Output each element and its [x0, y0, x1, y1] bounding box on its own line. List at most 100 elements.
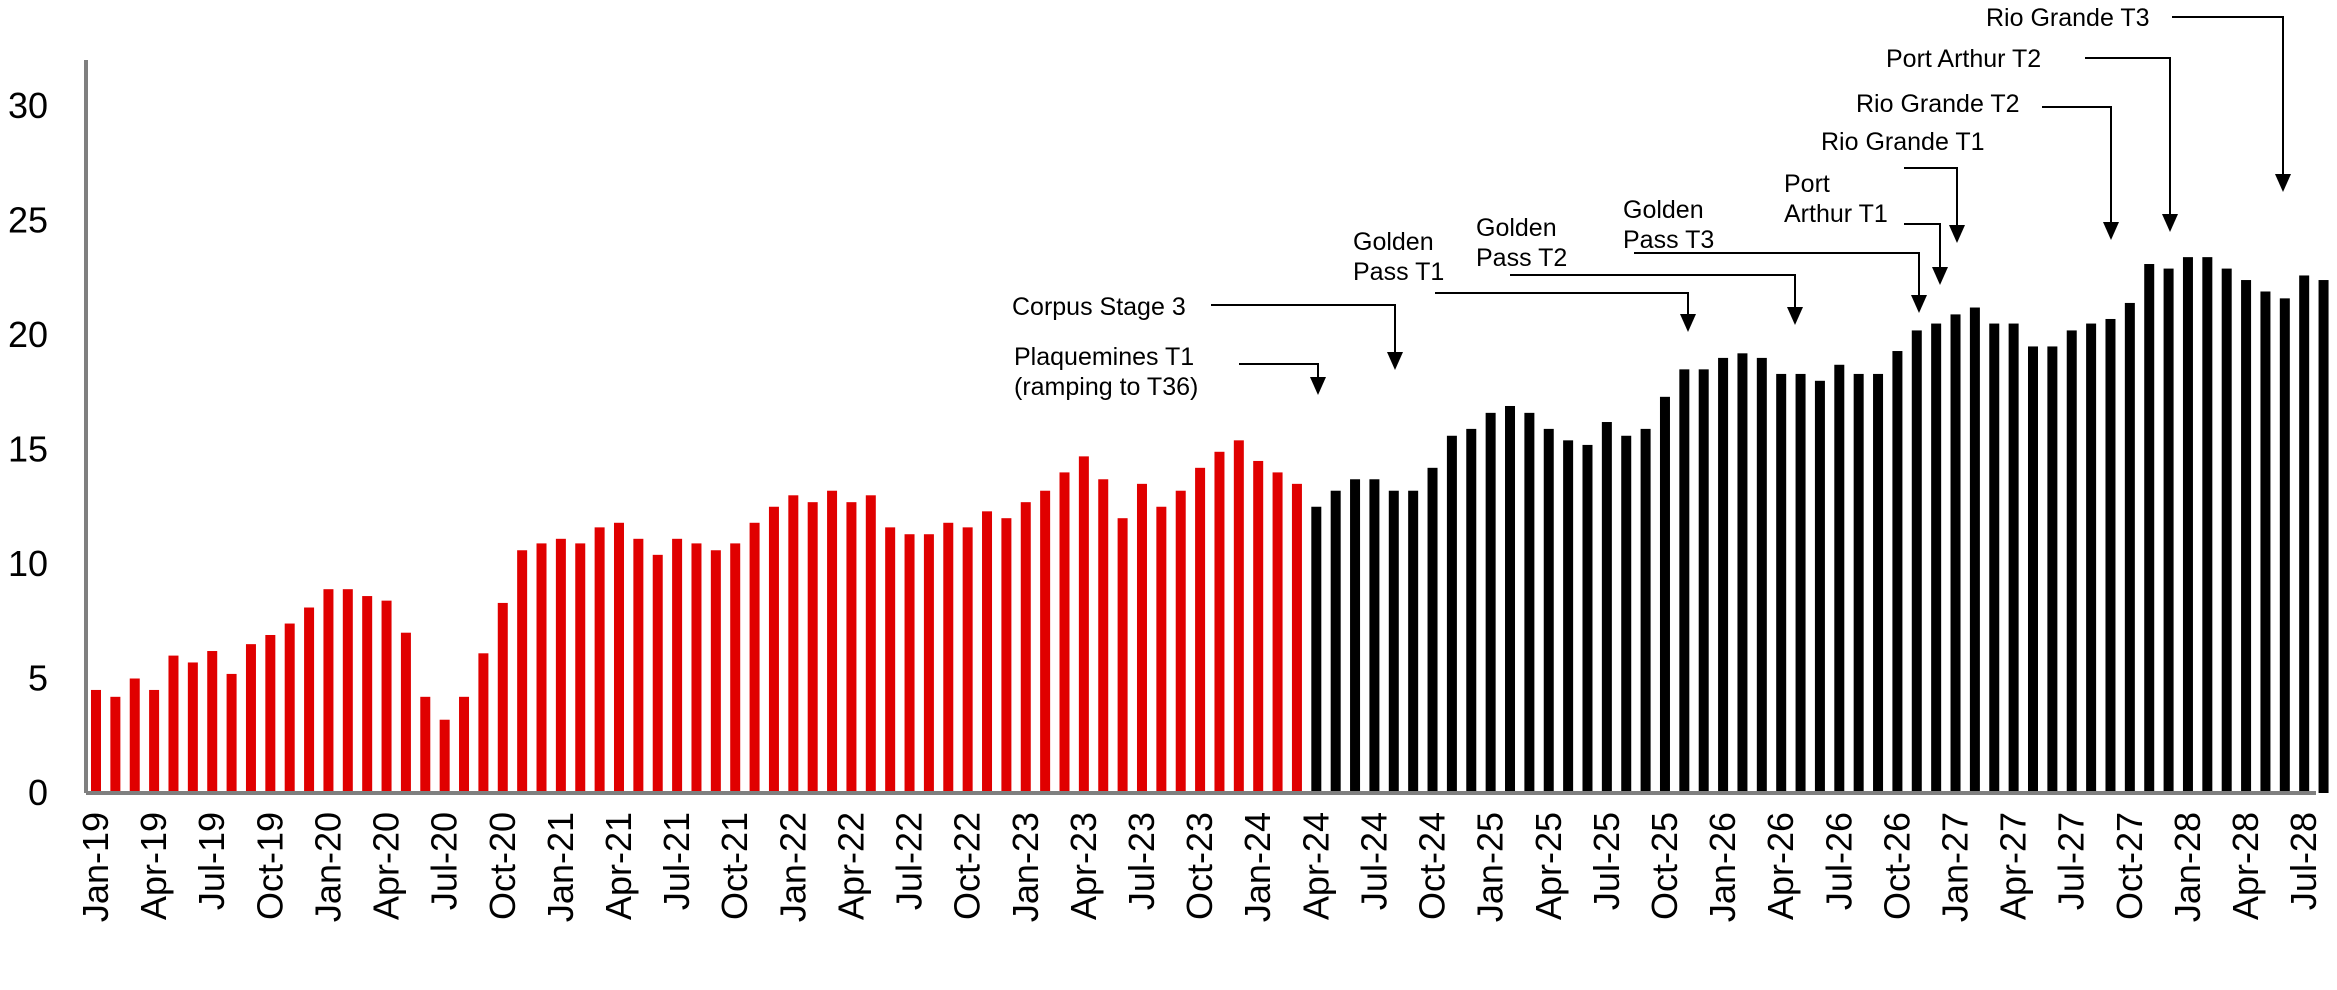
bar-forecast [1563, 440, 1574, 793]
bar-forecast [2202, 257, 2213, 793]
bar-historical [846, 502, 857, 793]
bar-historical [1156, 506, 1167, 793]
bar-historical [1136, 483, 1147, 793]
bar-historical [865, 495, 876, 793]
x-tick-label: Oct-24 [1412, 812, 1453, 920]
bar-forecast [1931, 323, 1942, 793]
bar-forecast [2086, 323, 2097, 793]
bar-forecast [2163, 268, 2174, 794]
bar-historical [478, 653, 489, 793]
x-tick-label: Apr-28 [2225, 812, 2266, 920]
annotation-arrowhead [1680, 314, 1696, 332]
annotation-leader-line [1211, 304, 1396, 354]
bar-forecast [1756, 357, 1767, 793]
annotation-arrowhead [1387, 352, 1403, 370]
x-tick-label: Jan-20 [307, 812, 348, 922]
annotation: Rio Grande T3 [1986, 4, 2291, 192]
y-tick-label: 25 [8, 200, 48, 241]
annotation: Plaquemines T1 (ramping to T36) [1014, 343, 1326, 401]
bar-historical [827, 490, 838, 793]
x-tick-label: Apr-20 [366, 812, 407, 920]
annotation: Golden Pass T2 [1476, 214, 1803, 325]
bar-historical [633, 538, 644, 793]
x-tick-label: Jul-22 [889, 812, 930, 910]
bar-forecast [1408, 490, 1419, 793]
bar-forecast [1505, 405, 1516, 793]
bar-historical [672, 538, 683, 793]
y-axis-ticks: 0 5 10 15 20 25 30 [8, 85, 48, 813]
bar-historical [226, 673, 237, 793]
bar-historical [730, 543, 741, 793]
bar-historical [1175, 490, 1186, 793]
x-tick-label: Jan-23 [1005, 812, 1046, 922]
bar-historical [1214, 451, 1225, 793]
bar-historical [1233, 440, 1244, 793]
bar-forecast [1601, 422, 1612, 793]
x-axis-ticks: Jan-19 Apr-19 Jul-19 Oct-19 Jan-20 Apr-20 Jul-… [75, 812, 2324, 922]
x-tick-label: Jul-20 [424, 812, 465, 910]
x-tick-label: Oct-21 [714, 812, 755, 920]
annotation: Rio Grande T2 [1856, 90, 2119, 240]
x-tick-label: Oct-23 [1179, 812, 1220, 920]
x-tick-label: Apr-19 [133, 812, 174, 920]
y-tick-label: 10 [8, 543, 48, 584]
bar-forecast [1892, 351, 1903, 793]
bar-historical [962, 527, 973, 793]
bar-historical [1040, 490, 1051, 793]
bar-historical [149, 689, 160, 793]
bar-historical [1098, 479, 1109, 793]
bar-forecast [1873, 373, 1884, 793]
bar-historical [400, 632, 411, 793]
bar-historical [1272, 472, 1283, 793]
bar-forecast [1582, 444, 1593, 793]
annotation-leader-line [2172, 16, 2284, 176]
annotation-leader-line [1510, 274, 1796, 309]
bar-historical [110, 696, 121, 793]
annotation-arrowhead [2103, 222, 2119, 240]
annotation-arrowhead [1949, 225, 1965, 243]
x-tick-label: Jan-26 [1702, 812, 1743, 922]
annotation: Port Arthur T2 [1886, 45, 2178, 232]
x-tick-label: Jul-21 [656, 812, 697, 910]
x-tick-label: Oct-22 [947, 812, 988, 920]
bar-forecast [1834, 364, 1845, 793]
annotation-arrowhead [2275, 174, 2291, 192]
x-tick-label: Apr-25 [1528, 812, 1569, 920]
annotations: Plaquemines T1 (ramping to T36) Corpus Sta… [1012, 4, 2291, 401]
x-tick-label: Jan-22 [772, 812, 813, 922]
bar-historical [1059, 472, 1070, 793]
bar-historical [439, 719, 450, 793]
bar-forecast [1989, 323, 2000, 793]
bar-forecast [1350, 479, 1361, 793]
bar-historical [284, 623, 295, 793]
bar-forecast [1640, 428, 1651, 793]
bar-forecast [1543, 428, 1554, 793]
bar-historical [613, 522, 624, 793]
bar-forecast [2066, 330, 2077, 793]
annotation: Port Arthur T1 [1784, 170, 1948, 285]
x-tick-label: Oct-26 [1876, 812, 1917, 920]
bar-forecast [2318, 280, 2329, 793]
bar-historical [1291, 483, 1302, 793]
annotation-arrowhead [1310, 377, 1326, 395]
annotation-arrowhead [2162, 214, 2178, 232]
annotation: Rio Grande T1 [1821, 128, 1985, 243]
bar-forecast [1950, 314, 1961, 793]
bar-forecast [2105, 318, 2116, 793]
bar-historical [168, 655, 179, 793]
x-tick-label: Apr-27 [1993, 812, 2034, 920]
annotation-label: Rio Grande T1 [1821, 128, 1985, 156]
bar-historical [245, 644, 256, 793]
x-tick-label: Jul-19 [191, 812, 232, 910]
bar-historical [749, 522, 760, 793]
bar-forecast [2124, 302, 2135, 793]
bar-forecast [1814, 380, 1825, 793]
bar-forecast [2182, 257, 2193, 793]
bar-historical [517, 550, 528, 793]
x-tick-label: Jul-25 [1586, 812, 1627, 910]
bar-historical [943, 522, 954, 793]
bar-historical [885, 527, 896, 793]
bar-historical [497, 602, 508, 793]
x-tick-label: Jan-28 [2167, 812, 2208, 922]
